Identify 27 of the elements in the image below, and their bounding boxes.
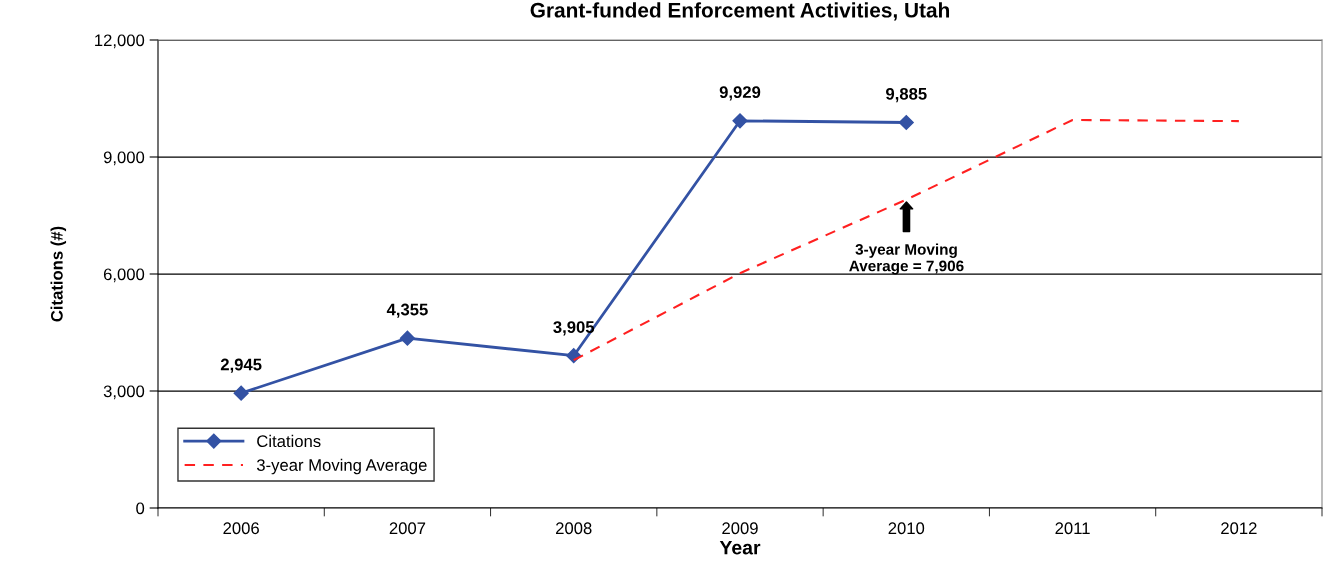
x-tick-label: 2011	[1055, 522, 1090, 535]
x-tick-label: 2009	[722, 522, 758, 535]
point	[732, 113, 748, 129]
x-tick-label: 2008	[556, 522, 592, 535]
data-label: 9,929	[719, 86, 761, 101]
point	[898, 114, 914, 131]
annotation: 3-year Moving Average = 7,906	[849, 243, 964, 275]
data-label: 4,355	[386, 303, 428, 318]
y-axis-title: Citations (#)	[50, 226, 67, 322]
x-tick-label: 2007	[389, 522, 426, 535]
chart-title: Grant-funded Enforcement Activities, Utah	[530, 2, 950, 21]
y-tick-label: 3,000	[103, 385, 145, 400]
data-label: 2,945	[220, 358, 262, 373]
point	[399, 330, 415, 346]
y-tick-label: 6,000	[103, 268, 145, 283]
legend-label: Citations	[257, 434, 321, 448]
x-tick-label: 2012	[1221, 522, 1257, 535]
legend-label: 3-year Moving Average	[256, 458, 427, 475]
data-label: 3,905	[553, 321, 595, 336]
x-tick-label: 2010	[888, 522, 925, 535]
x-tick-label: 2006	[223, 522, 259, 535]
y-tick-label: 0	[136, 502, 145, 515]
y-tick-label: 9,000	[103, 151, 145, 166]
point	[233, 385, 249, 401]
x-axis-title: Year	[719, 540, 761, 555]
y-tick-label: 12,000	[95, 34, 145, 49]
data-label: 9,885	[886, 87, 927, 103]
